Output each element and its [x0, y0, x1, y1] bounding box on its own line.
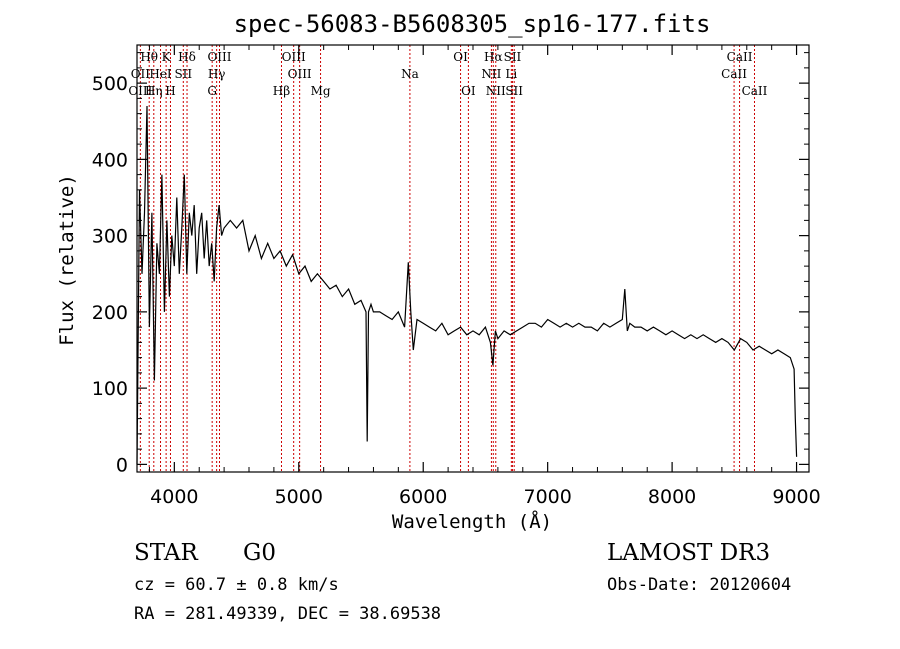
- line-label: NII: [481, 67, 501, 81]
- line-label: OIII: [282, 50, 306, 64]
- line-label: OI: [453, 50, 468, 64]
- plot-frame: [136, 44, 810, 473]
- ra-dec: RA = 281.49339, DEC = 38.69538: [134, 604, 441, 624]
- y-tick-label: 100: [92, 378, 128, 400]
- line-label: OIII: [288, 67, 312, 81]
- line-label: Li: [505, 67, 517, 81]
- line-label: OI: [461, 84, 476, 98]
- x-tick-label: 6000: [399, 486, 447, 508]
- line-label: CaII: [721, 67, 747, 81]
- subclass-label: G0: [243, 540, 276, 566]
- line-label: H: [165, 84, 175, 98]
- y-tick-label: 200: [92, 302, 128, 324]
- line-label: Hδ: [178, 50, 196, 64]
- y-tick-label: 0: [116, 454, 128, 476]
- line-label: SII: [505, 84, 523, 98]
- x-axis-label: Wavelength (Å): [392, 510, 552, 533]
- line-label: CaII: [727, 50, 753, 64]
- line-label: Na: [401, 67, 419, 81]
- line-label: Hγ: [208, 67, 226, 81]
- chart-title: spec-56083-B5608305_sp16-177.fits: [234, 10, 711, 38]
- x-tick-label: 5000: [275, 486, 323, 508]
- line-label: NII: [486, 84, 506, 98]
- cz-value: cz = 60.7 ± 0.8 km/s: [134, 575, 339, 595]
- x-axis: 4000 5000 6000 7000 8000 9000: [148, 45, 821, 508]
- obs-date: Obs-Date: 20120604: [607, 575, 791, 595]
- line-label: Hα: [484, 50, 503, 64]
- line-label: OIII: [207, 50, 231, 64]
- line-markers: [139, 45, 755, 472]
- spectrum-line: [136, 105, 798, 465]
- y-tick-label: 400: [92, 149, 128, 171]
- x-tick-label: 8000: [648, 486, 696, 508]
- survey-label: LAMOST DR3: [607, 540, 770, 566]
- x-tick-label: 9000: [772, 486, 820, 508]
- line-label: G: [207, 84, 217, 98]
- line-label: HeI: [149, 67, 172, 81]
- y-axis: 0 100 200 300 400 500: [92, 52, 809, 476]
- line-label: OII: [131, 67, 151, 81]
- line-label: Hη: [145, 84, 163, 98]
- x-tick-label: 7000: [523, 486, 571, 508]
- line-label: Mg: [311, 84, 331, 98]
- line-label: SII: [504, 50, 522, 64]
- y-axis-label: Flux (relative): [56, 174, 78, 346]
- line-label: CaII: [742, 84, 768, 98]
- y-tick-label: 500: [92, 73, 128, 95]
- line-label: Hβ: [273, 84, 290, 98]
- line-label: Hθ: [140, 50, 158, 64]
- class-label: STAR: [134, 540, 198, 566]
- y-tick-label: 300: [92, 226, 128, 248]
- line-label: SII: [174, 67, 192, 81]
- line-label: OIII: [128, 84, 152, 98]
- line-label: K: [162, 50, 172, 64]
- x-tick-label: 4000: [150, 486, 198, 508]
